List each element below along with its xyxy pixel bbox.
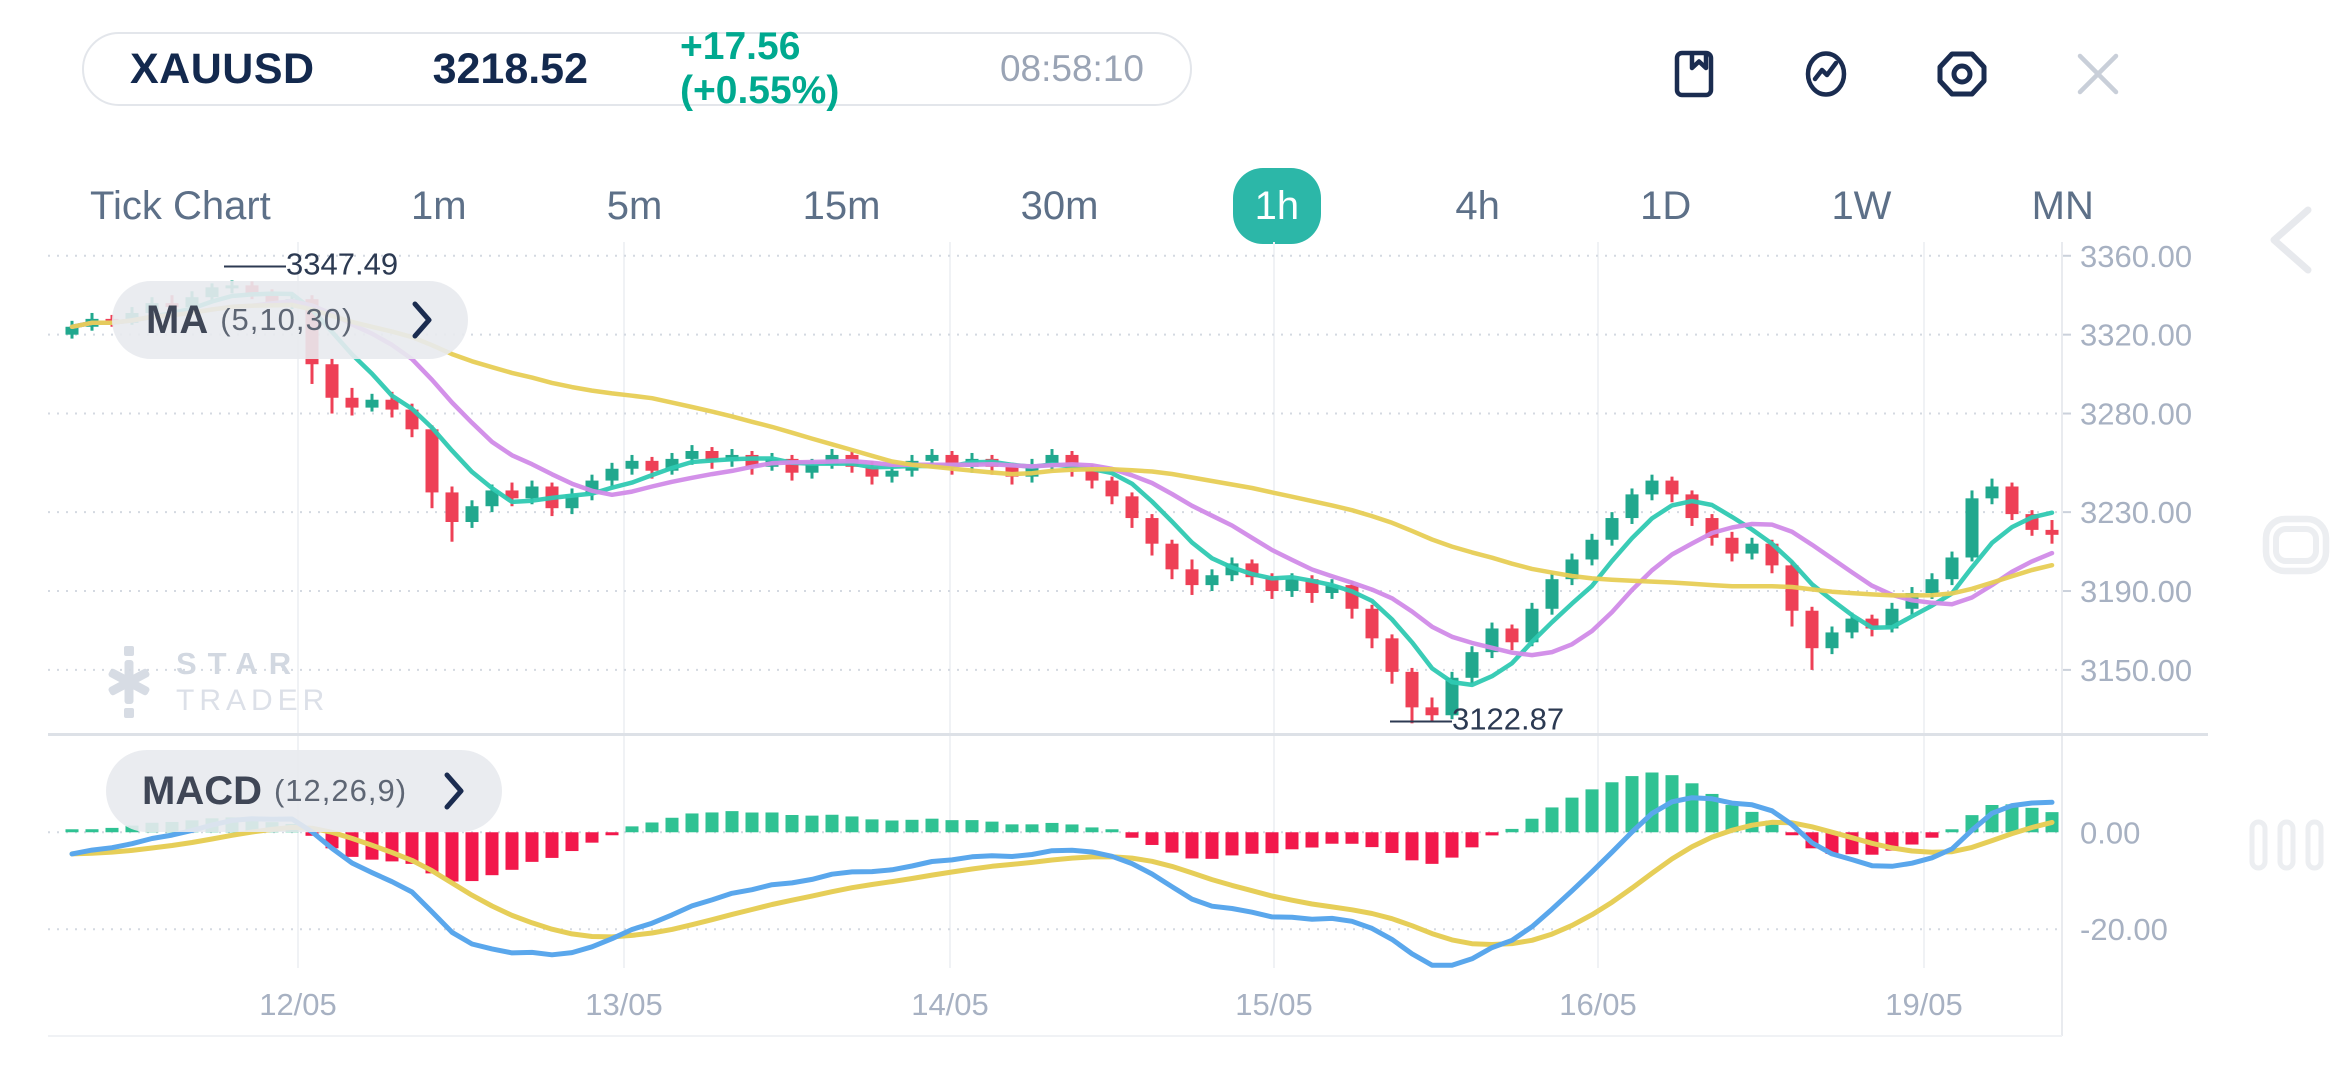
settings-hex-icon <box>1937 51 1987 97</box>
tab-1h[interactable]: 1h <box>1232 168 1322 244</box>
svg-text:3280.00: 3280.00 <box>2080 397 2192 432</box>
grip-bars-icon <box>2249 819 2324 871</box>
tab-15m[interactable]: 15m <box>797 168 887 244</box>
settings-button[interactable] <box>1934 48 1987 100</box>
tab-1w[interactable]: 1W <box>1825 168 1897 244</box>
ma-indicator-pill[interactable]: MA (5,10,30) <box>112 281 468 359</box>
chevron-left-icon <box>2270 206 2312 274</box>
watermark-line1: STAR <box>176 646 303 681</box>
macd-histogram <box>65 772 2059 968</box>
price-change: +17.56 (+0.55%) <box>680 25 840 112</box>
svg-text:3360.00: 3360.00 <box>2080 239 2192 274</box>
tab-1d[interactable]: 1D <box>1634 168 1697 244</box>
pulse-circle-icon <box>1805 51 1847 97</box>
svg-text:3230.00: 3230.00 <box>2080 495 2192 530</box>
bookmark-button[interactable] <box>1668 48 1720 100</box>
macd-params: (12,26,9) <box>273 773 408 808</box>
svg-text:3150.00: 3150.00 <box>2080 653 2192 688</box>
svg-text:——3347.49: ——3347.49 <box>224 246 398 281</box>
svg-text:0.00: 0.00 <box>2080 815 2140 850</box>
tab-30m[interactable]: 30m <box>1015 168 1105 244</box>
star-logo-icon <box>108 646 150 718</box>
screen-frame-icon <box>2262 515 2330 575</box>
svg-text:12/05: 12/05 <box>259 987 337 1022</box>
svg-text:14/05: 14/05 <box>911 987 989 1022</box>
chevron-right-icon <box>444 772 464 810</box>
screen-mode-button[interactable] <box>2260 514 2332 576</box>
bookmark-icon <box>1674 50 1714 98</box>
close-icon <box>2077 53 2119 95</box>
svg-text:-20.00: -20.00 <box>2080 912 2168 947</box>
tab-mn[interactable]: MN <box>2026 168 2100 244</box>
watermark: STAR TRADER <box>98 646 329 718</box>
svg-text:3320.00: 3320.00 <box>2080 318 2192 353</box>
svg-text:13/05: 13/05 <box>585 987 663 1022</box>
ma-params: (5,10,30) <box>220 302 354 337</box>
tab-5m[interactable]: 5m <box>601 168 669 244</box>
ma-label: MA <box>146 297 209 342</box>
macd-indicator-pill[interactable]: MACD (12,26,9) <box>106 750 502 832</box>
tab-4h[interactable]: 4h <box>1449 168 1506 244</box>
chevron-right-icon <box>412 301 432 339</box>
tab-tick-chart[interactable]: Tick Chart <box>84 168 277 244</box>
drag-handle[interactable] <box>2244 818 2330 872</box>
watermark-line2: TRADER <box>176 684 330 717</box>
svg-text:16/05: 16/05 <box>1559 987 1637 1022</box>
collapse-panel-button[interactable] <box>2256 200 2326 280</box>
server-time: 08:58:10 <box>999 48 1144 89</box>
macd-label: MACD <box>142 768 262 813</box>
svg-text:——3122.87: ——3122.87 <box>1390 701 1564 736</box>
svg-text:15/05: 15/05 <box>1235 987 1313 1022</box>
symbol-info-bar[interactable]: XAUUSD 3218.52 +17.56 (+0.55%) 08:58:10 <box>82 25 1192 112</box>
close-button[interactable] <box>2072 48 2124 100</box>
tab-1m[interactable]: 1m <box>405 168 473 244</box>
symbol-name: XAUUSD <box>130 44 315 93</box>
svg-text:3190.00: 3190.00 <box>2080 574 2192 609</box>
indicators-button[interactable] <box>1800 48 1852 100</box>
timeframe-tabs: Tick Chart 1m 5m 15m 30m 1h 4h 1D 1W MN <box>84 168 2100 244</box>
current-price: 3218.52 <box>432 44 589 93</box>
svg-text:19/05: 19/05 <box>1885 987 1963 1022</box>
